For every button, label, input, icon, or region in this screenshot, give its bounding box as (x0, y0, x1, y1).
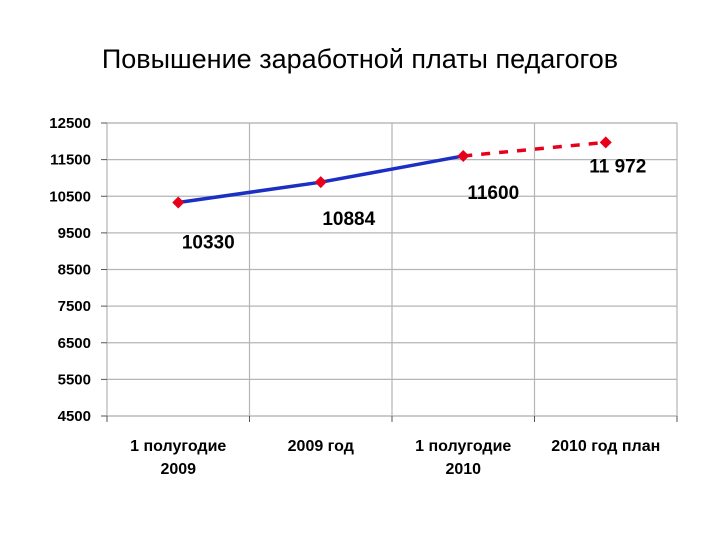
x-tick-label: 2009 год (288, 438, 354, 455)
data-label: 11600 (467, 183, 519, 204)
data-label: 11 972 (589, 156, 646, 177)
data-label: 10330 (182, 232, 235, 253)
data-point-marker (599, 136, 612, 149)
y-tick-label: 5500 (58, 371, 91, 388)
x-tick-label: 2010 год план (551, 438, 660, 455)
x-tick-label: 1 полугодие 2010 (415, 438, 511, 478)
y-tick-label: 10500 (49, 188, 91, 205)
y-tick-label: 9500 (58, 225, 91, 242)
y-tick-label: 12500 (49, 115, 91, 132)
y-tick-label: 7500 (58, 298, 91, 315)
y-tick-label: 4500 (58, 408, 91, 425)
y-tick-label: 6500 (58, 335, 91, 352)
y-tick-label: 11500 (50, 152, 91, 169)
data-label: 10884 (322, 209, 375, 230)
chart-title: Повышение заработной платы педагогов (101, 44, 619, 74)
data-point-marker (172, 196, 185, 209)
y-tick-label: 8500 (58, 262, 91, 279)
x-tick-label: 1 полугодие 2009 (130, 438, 226, 478)
series-line-plan (463, 140, 606, 158)
data-point-marker (457, 149, 470, 162)
data-point-marker (314, 176, 327, 189)
